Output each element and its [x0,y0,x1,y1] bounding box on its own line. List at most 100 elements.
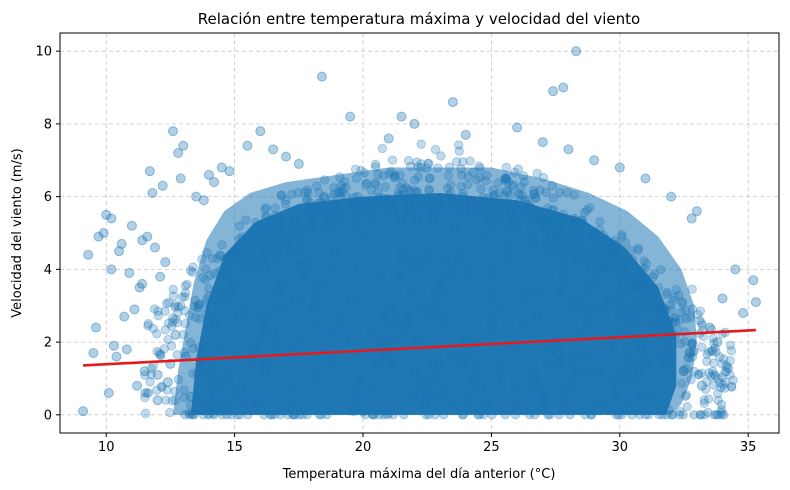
fringe-point [442,183,453,193]
fringe-point [382,317,392,328]
fringe-point [173,302,184,312]
fringe-point [663,404,674,414]
fringe-point [411,196,421,207]
fringe-point [535,185,545,195]
fringe-point [387,300,397,310]
fringe-point [635,279,646,289]
fringe-point [262,230,272,240]
fringe-point [642,300,652,310]
fringe-point [340,177,350,187]
fringe-point [444,162,455,172]
fringe-point [395,271,405,281]
fringe-point [378,337,389,348]
fringe-point [706,371,716,381]
fringe-point [583,283,594,294]
fringe-point [143,321,153,331]
fringe-point [709,358,719,368]
fringe-point [217,240,227,250]
zero-line-point [617,410,627,420]
fringe-point [537,216,548,226]
data-point [103,388,114,398]
fringe-point [609,263,620,273]
fringe-point [188,368,198,378]
fringe-point [351,217,361,228]
fringe-point [598,230,608,240]
fringe-point [336,187,347,197]
fringe-point [334,188,345,198]
fringe-point [374,354,384,365]
fringe-point [577,218,588,228]
fringe-point [481,176,491,186]
fringe-point [197,254,207,264]
x-axis-label: Temperatura máxima del día anterior (°C) [282,467,556,482]
fringe-point [354,197,364,208]
fringe-point [429,288,440,298]
fringe-point [572,250,582,261]
fringe-point [582,319,592,329]
fringe-point [172,318,183,328]
fringe-point [160,325,171,335]
fringe-point [592,258,602,268]
fringe-point [424,184,434,195]
fringe-point [433,389,443,400]
fringe-point [345,297,356,307]
fringe-point [170,302,180,312]
fringe-point [236,384,246,394]
fringe-point [228,280,238,290]
fringe-point [260,204,270,214]
fringe-point [259,361,270,372]
fringe-point [337,184,348,194]
fringe-point [609,236,620,246]
fringe-point [617,229,627,240]
fringe-point [461,358,471,368]
fringe-point [615,257,625,268]
fringe-point [662,287,672,298]
fringe-point [200,299,211,309]
fringe-point [386,166,396,177]
fringe-point [351,173,362,184]
data-point [124,268,135,278]
fringe-point [152,329,162,339]
fringe-point [247,259,257,270]
fringe-point [515,210,525,220]
x-tick-label: 10 [98,440,115,455]
fringe-point [682,401,692,412]
zero-line-point [545,410,555,420]
fringe-point [695,306,706,316]
fringe-point [287,189,297,199]
y-tick-label: 2 [44,336,52,351]
fringe-point [594,244,605,254]
data-point [132,380,143,391]
fringe-point [149,304,160,314]
data-point [316,71,327,82]
fringe-point [164,297,174,308]
fringe-point [541,359,552,369]
fringe-point [393,188,403,198]
fringe-point [609,378,620,388]
zero-line-point [634,410,645,420]
fringe-point [179,385,189,395]
fringe-point [143,319,154,329]
fringe-point [388,207,399,217]
zero-line-point [222,410,232,420]
fringe-point [570,349,581,359]
fringe-point [219,377,229,388]
fringe-point [636,282,646,292]
data-point [90,322,101,333]
data-point [191,191,202,202]
fringe-point [550,220,560,230]
fringe-point [721,366,732,377]
fringe-point [506,258,517,268]
fringe-point [200,308,211,319]
fringe-point [410,185,420,196]
fringe-point [443,190,454,201]
fringe-point [425,173,435,184]
fringe-point [302,185,313,195]
fringe-point [185,265,196,276]
zero-line-point [689,410,699,420]
data-point [691,206,702,217]
fringe-point [498,191,509,201]
fringe-point [728,375,738,385]
data-point [101,209,112,220]
fringe-point [321,221,332,231]
